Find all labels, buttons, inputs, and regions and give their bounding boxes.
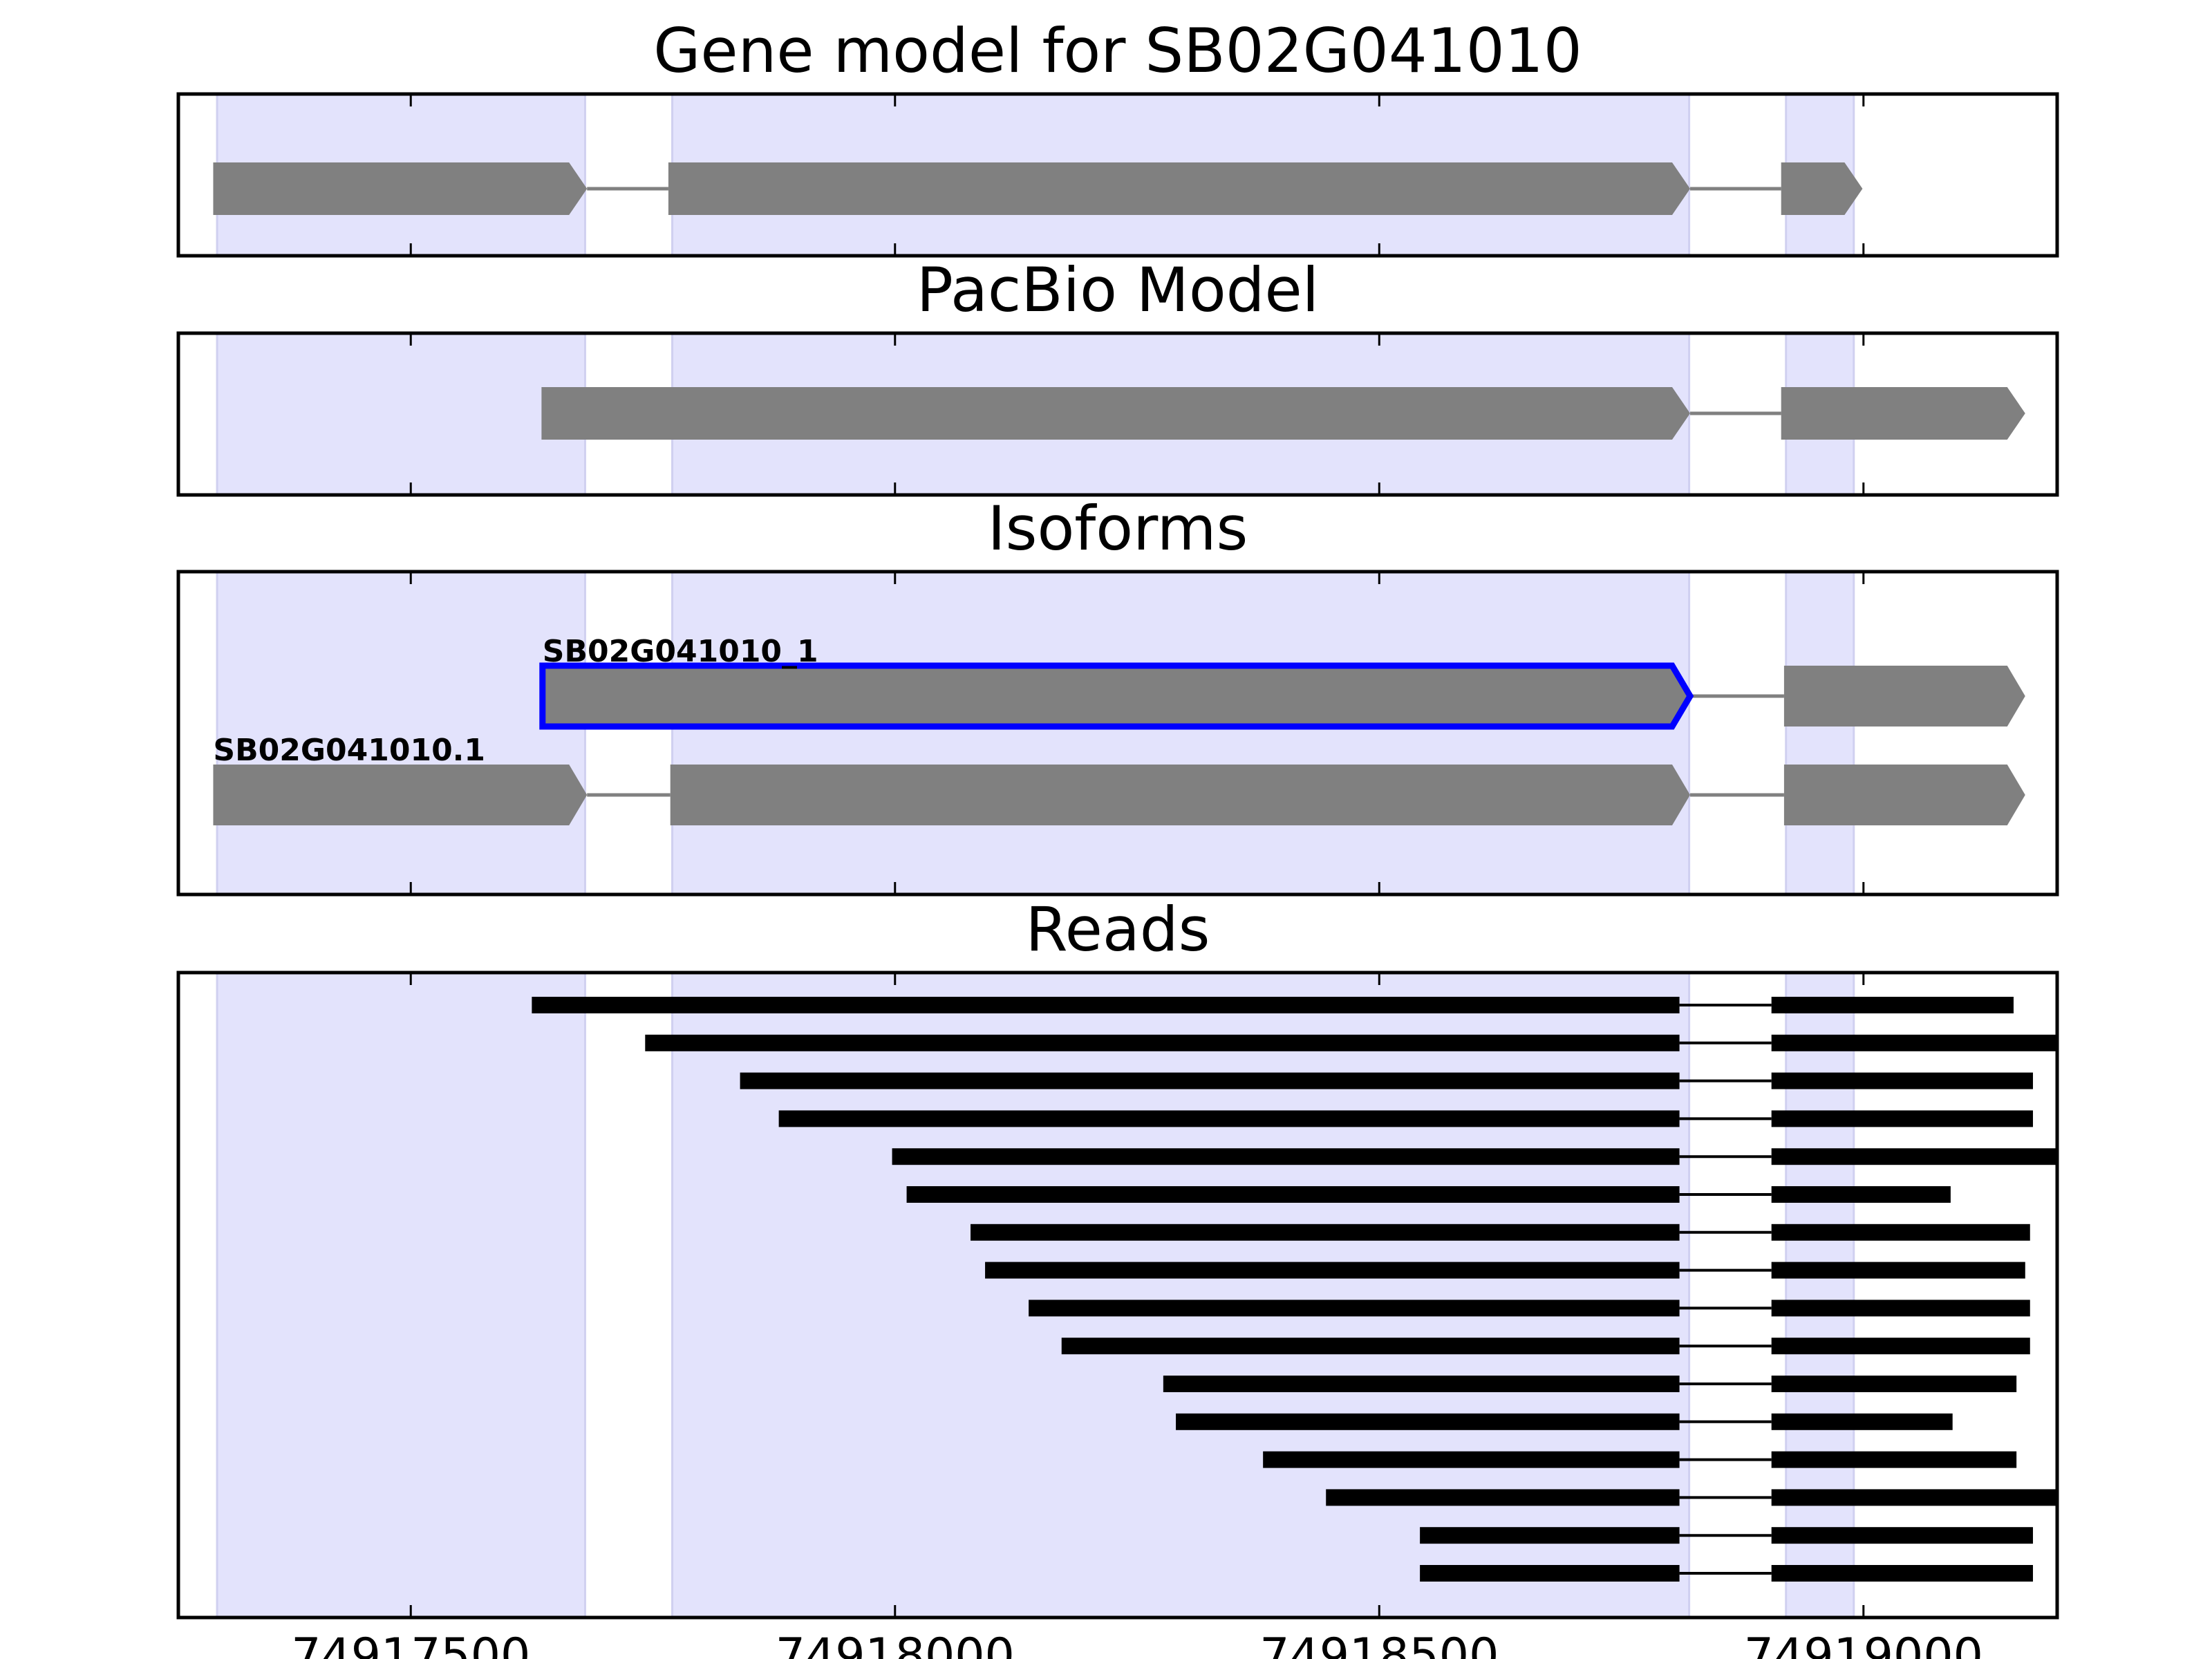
read-segment <box>892 1148 1680 1165</box>
panel-frame <box>176 331 2059 497</box>
panel-title: Isoforms <box>988 493 1248 564</box>
reads-panel: Reads <box>176 894 2059 1620</box>
exon <box>670 765 1691 825</box>
exon <box>1783 666 2025 727</box>
read-segment <box>971 1224 1680 1241</box>
shaded-exon-region <box>216 332 586 496</box>
isoforms-panel: SB02G041010_1 SB02G041010.1 Isoforms <box>176 493 2059 897</box>
shaded-exon-region <box>671 971 1691 1619</box>
x-tick-label: 74918000 <box>776 1629 1015 1659</box>
shaded-exon-region <box>216 570 586 896</box>
read-segment <box>778 1110 1680 1127</box>
read-segment <box>1771 1300 2030 1317</box>
read-segment <box>1771 1565 2033 1582</box>
read-segment <box>1771 1262 2025 1279</box>
read-segment <box>1029 1300 1680 1317</box>
read-segment <box>1263 1451 1680 1468</box>
x-axis: 74917500 74918000 74918500 74919000 <box>291 1629 1983 1659</box>
read-segment <box>1176 1413 1680 1430</box>
exon <box>1781 162 1863 215</box>
read-segment <box>1420 1527 1680 1544</box>
read-segment <box>1771 1110 2033 1127</box>
isoform-label: SB02G041010.1 <box>213 733 485 768</box>
panel-frame <box>176 971 2059 1620</box>
read-segment <box>1061 1338 1680 1355</box>
shaded-exon-region <box>216 971 586 1619</box>
highlighted-exon <box>539 662 1694 730</box>
x-tick-label: 74919000 <box>1744 1629 1983 1659</box>
isoform-label: SB02G041010_1 <box>543 634 818 669</box>
read-segment <box>1771 997 2014 1013</box>
exon <box>541 387 1691 440</box>
panel-frame <box>176 570 2059 897</box>
panel-frame <box>176 92 2059 258</box>
read-segment <box>1771 1148 2057 1165</box>
read-segment <box>906 1186 1680 1203</box>
read-segment <box>1420 1565 1680 1582</box>
read-segment <box>1771 1034 2057 1051</box>
read-segment <box>1771 1224 2030 1241</box>
shaded-exon-region <box>1785 570 1855 896</box>
read-segment <box>1326 1489 1680 1506</box>
read-segment <box>1771 1527 2033 1544</box>
exon <box>1781 387 2025 440</box>
read-segment <box>985 1262 1680 1279</box>
x-tick-label: 74917500 <box>291 1629 530 1659</box>
read-segment <box>1771 1413 1953 1430</box>
shaded-exon-region <box>1785 971 1855 1619</box>
panel-title: Reads <box>1026 894 1210 965</box>
read-segment <box>1771 1489 2057 1506</box>
panel-title: PacBio Model <box>917 254 1319 326</box>
read-segment <box>1771 1186 1951 1203</box>
gene-model-panel: Gene model for SB02G041010 <box>176 15 2059 258</box>
panel-title: Gene model for SB02G041010 <box>653 15 1582 86</box>
read-segment <box>532 997 1680 1013</box>
read-segment <box>1771 1376 2017 1392</box>
exon <box>668 162 1691 215</box>
read-segment <box>1163 1376 1680 1392</box>
shaded-exon-region <box>671 570 1691 896</box>
read-segment <box>1771 1451 2017 1468</box>
exon <box>213 765 588 825</box>
exon <box>1783 765 2025 825</box>
exon <box>213 162 588 215</box>
pacbio-model-panel: PacBio Model <box>176 254 2059 497</box>
x-tick-label: 74918500 <box>1259 1629 1499 1659</box>
read-segment <box>740 1072 1680 1089</box>
read-segment <box>1771 1338 2030 1355</box>
read-segment <box>1771 1072 2033 1089</box>
read-segment <box>645 1034 1680 1051</box>
